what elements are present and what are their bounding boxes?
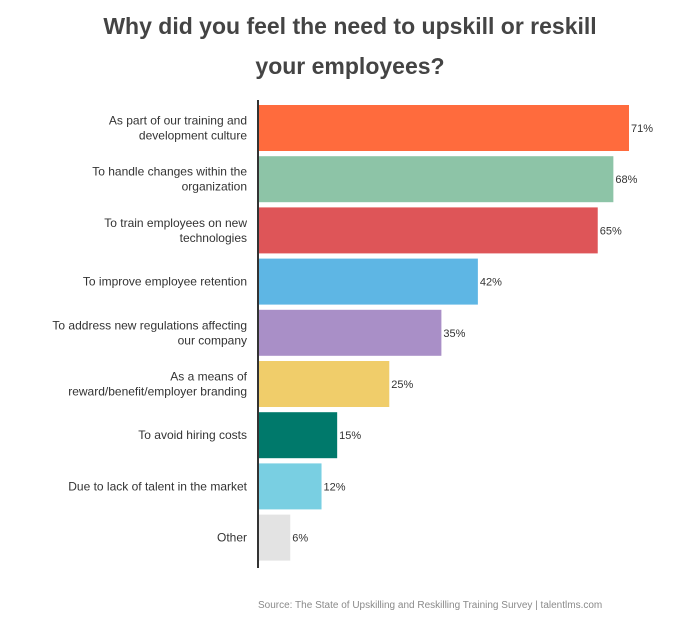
category-label-6-line-1: As a means of — [170, 370, 247, 384]
category-label-3: To train employees on new technologies — [104, 216, 247, 245]
value-label-5: 35% — [443, 328, 465, 340]
chart-title-line-2: your employees? — [255, 53, 445, 79]
bar-1 — [259, 105, 629, 151]
category-label-5: To address new regulations affecting our … — [52, 318, 247, 347]
value-label-2: 68% — [615, 174, 637, 186]
category-label-2-line-2: organization — [182, 180, 247, 194]
category-label-7: To avoid hiring costs — [138, 428, 247, 442]
value-label-7: 15% — [339, 430, 361, 442]
value-label-4: 42% — [480, 277, 502, 289]
category-labels-group: As part of our training and development c… — [52, 114, 247, 545]
category-label-5-line-2: our company — [178, 333, 247, 347]
category-label-1-line-2: development culture — [139, 129, 247, 143]
bars-group — [259, 105, 629, 561]
chart-title-line-1: Why did you feel the need to upskill or … — [103, 13, 597, 39]
bar-9 — [259, 514, 291, 561]
value-label-1: 71% — [631, 123, 653, 135]
category-label-7-line-1: To avoid hiring costs — [138, 428, 247, 442]
category-label-6: As a means of reward/benefit/employer bra… — [68, 370, 247, 399]
bar-3 — [259, 207, 598, 254]
bar-7 — [259, 412, 338, 459]
category-label-4-line-1: To improve employee retention — [83, 275, 247, 289]
category-label-2: To handle changes within the organization — [92, 165, 247, 194]
bar-4 — [259, 258, 478, 305]
value-labels-group: 71% 68% 65% 42% 35% 25% 15% 12% 6% — [292, 123, 653, 545]
category-label-8-line-1: Due to lack of talent in the market — [68, 479, 247, 493]
bar-5 — [259, 309, 442, 356]
category-label-9-line-1: Other — [217, 531, 247, 545]
value-label-6: 25% — [391, 379, 413, 391]
category-label-9: Other — [217, 531, 247, 545]
value-label-3: 65% — [600, 225, 622, 237]
chart-title: Why did you feel the need to upskill or … — [0, 6, 700, 86]
source-note: Source: The State of Upskilling and Resk… — [258, 600, 603, 611]
value-label-9: 6% — [292, 533, 308, 545]
category-label-2-line-1: To handle changes within the — [92, 165, 247, 179]
category-label-3-line-2: technologies — [180, 231, 247, 245]
bar-6 — [259, 361, 390, 407]
category-label-3-line-1: To train employees on new — [104, 216, 247, 230]
bar-8 — [259, 463, 322, 510]
value-label-8: 12% — [324, 481, 346, 493]
category-label-4: To improve employee retention — [83, 275, 247, 289]
category-label-6-line-2: reward/benefit/employer branding — [68, 385, 247, 399]
category-label-1: As part of our training and development c… — [109, 114, 247, 143]
bar-2 — [259, 156, 614, 203]
category-label-1-line-1: As part of our training and — [109, 114, 247, 128]
category-label-5-line-1: To address new regulations affecting — [52, 318, 247, 332]
category-label-8: Due to lack of talent in the market — [68, 479, 247, 493]
